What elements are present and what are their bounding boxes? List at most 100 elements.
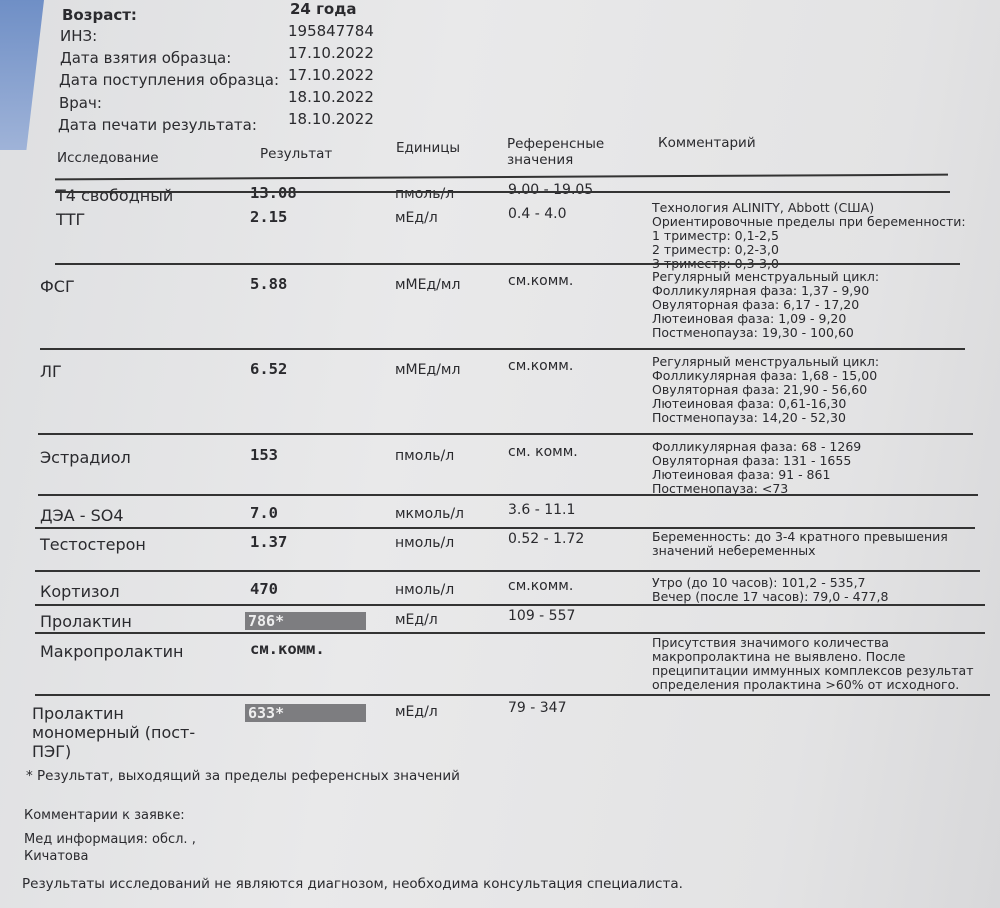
test-comment-line: макропролактина не выявлено. После: [652, 649, 906, 664]
test-unit: мЕд/л: [395, 210, 438, 226]
test-comment-line: преципитации иммунных комплексов результ…: [652, 663, 974, 678]
divider: [55, 173, 948, 180]
test-name: Пролактин: [32, 704, 124, 723]
test-reference: см.комм.: [508, 358, 574, 374]
flagged-result: 633*: [245, 704, 366, 722]
test-result: 153: [250, 446, 278, 464]
test-unit: мМЕд/мл: [395, 362, 461, 378]
test-comment-line: 2 триместр: 0,2-3,0: [652, 242, 779, 257]
test-name: Т4 свободный: [56, 186, 174, 205]
test-name: ТТГ: [56, 210, 86, 229]
test-comment-line: Лютеиновая фаза: 1,09 - 9,20: [652, 311, 847, 326]
test-result: 6.52: [250, 360, 288, 378]
test-comment-line: Постменопауза: 19,30 - 100,60: [652, 325, 854, 340]
test-reference: 9.00 - 19.05: [508, 182, 594, 198]
test-unit: нмоль/л: [395, 535, 455, 551]
test-comment-line: Фолликулярная фаза: 1,68 - 15,00: [652, 368, 878, 383]
test-comment-line: Фолликулярная фаза: 1,37 - 9,90: [652, 283, 870, 298]
test-result: 1.37: [250, 533, 288, 551]
test-result: см.комм.: [250, 640, 325, 658]
received-date-value: 17.10.2022: [288, 66, 374, 84]
test-result: 13.08: [250, 184, 297, 202]
row-divider: [40, 348, 965, 350]
doctor-label: Врач:: [59, 94, 102, 112]
test-comment-line: Овуляторная фаза: 21,90 - 56,60: [652, 382, 868, 397]
test-comment-line: определения пролактина >60% от исходного…: [652, 677, 960, 692]
age-label: Возраст:: [62, 6, 137, 24]
flagged-result: 786*: [245, 612, 366, 630]
print-date-value: 18.10.2022: [288, 110, 374, 128]
test-comment-line: значений небеременных: [652, 543, 816, 558]
test-comment-line: Регулярный менструальный цикл:: [652, 269, 880, 284]
sample-date-value: 17.10.2022: [288, 44, 374, 62]
inz-label: ИНЗ:: [60, 27, 98, 45]
test-result: 7.0: [250, 504, 278, 522]
test-comment-line: Беременность: до 3-4 кратного превышения: [652, 529, 948, 544]
test-reference: см.комм.: [508, 578, 574, 594]
test-comment-line: Постменопауза: 14,20 - 52,30: [652, 410, 846, 425]
test-unit: пмоль/л: [395, 186, 455, 202]
received-date-label: Дата поступления образца:: [59, 71, 279, 89]
test-comment-line: 1 триместр: 0,1-2,5: [652, 228, 779, 243]
patient-name: Кичатова: [24, 849, 89, 864]
disclaimer: Результаты исследований не являются диаг…: [22, 876, 683, 892]
test-name: Эстрадиол: [40, 448, 131, 467]
test-name: ЛГ: [40, 362, 62, 381]
test-comment-line: Утро (до 10 часов): 101,2 - 535,7: [652, 575, 866, 590]
test-comment-line: Ориентировочные пределы при беременности…: [652, 214, 966, 229]
inz-value: 195847784: [288, 22, 374, 40]
test-comment-line: Лютеиновая фаза: 0,61-16,30: [652, 396, 847, 411]
test-name: Кортизол: [40, 582, 120, 601]
col-ref: Референсные значения: [507, 136, 605, 168]
row-divider: [35, 604, 985, 606]
test-comment-line: Овуляторная фаза: 131 - 1655: [652, 453, 852, 468]
background-corner: [0, 0, 44, 150]
test-comment-line: Овуляторная фаза: 6,17 - 17,20: [652, 297, 860, 312]
test-reference: 0.52 - 1.72: [508, 531, 585, 547]
test-comment-line: Лютеиновая фаза: 91 - 861: [652, 467, 831, 482]
sample-date-label: Дата взятия образца:: [60, 49, 232, 67]
col-test: Исследование: [57, 150, 159, 166]
test-unit: нмоль/л: [395, 582, 455, 598]
test-comment-line: Регулярный менструальный цикл:: [652, 354, 880, 369]
test-reference: 79 - 347: [508, 700, 567, 716]
print-date-label: Дата печати результата:: [58, 116, 257, 134]
test-unit: мЕд/л: [395, 704, 438, 720]
test-name: ПЭГ): [32, 742, 72, 761]
test-unit: мкмоль/л: [395, 506, 465, 522]
test-comment-line: Вечер (после 17 часов): 79,0 - 477,8: [652, 589, 889, 604]
test-comment-line: Постменопауза: <73: [652, 481, 789, 496]
row-divider: [38, 433, 973, 435]
test-reference: см. комм.: [508, 444, 578, 460]
age-value: 24 года: [290, 0, 357, 18]
test-comment-line: Присутствия значимого количества: [652, 635, 889, 650]
row-divider: [38, 494, 978, 496]
test-name: Тестостерон: [40, 535, 146, 554]
test-name: мономерный (пост-: [32, 723, 196, 742]
med-info: Мед информация: обсл. ,: [24, 832, 196, 847]
col-comment: Комментарий: [658, 135, 756, 151]
test-comment-line: Технология ALINITY, Abbott (США): [652, 200, 875, 215]
row-divider: [35, 632, 985, 634]
test-reference: 0.4 - 4.0: [508, 206, 567, 222]
test-name: Макропролактин: [40, 642, 184, 661]
test-reference: 109 - 557: [508, 608, 576, 624]
test-comment-line: Фолликулярная фаза: 68 - 1269: [652, 439, 862, 454]
col-result: Результат: [260, 146, 333, 162]
test-name: ДЭА - SO4: [40, 506, 124, 525]
col-unit: Единицы: [396, 140, 461, 156]
test-name: Пролактин: [40, 612, 132, 631]
test-unit: мЕд/л: [395, 612, 438, 628]
row-divider: [35, 694, 990, 696]
test-result: 5.88: [250, 275, 288, 293]
test-name: ФСГ: [40, 277, 75, 296]
footnote: * Результат, выходящий за пределы рефере…: [26, 768, 460, 784]
test-result: 2.15: [250, 208, 288, 226]
doctor-value: 18.10.2022: [288, 88, 374, 106]
row-divider: [55, 263, 960, 265]
comments-label: Комментарии к заявке:: [24, 808, 185, 823]
row-divider: [55, 191, 950, 193]
test-reference: см.комм.: [508, 273, 574, 289]
test-reference: 3.6 - 11.1: [508, 502, 576, 518]
test-result: 470: [250, 580, 278, 598]
